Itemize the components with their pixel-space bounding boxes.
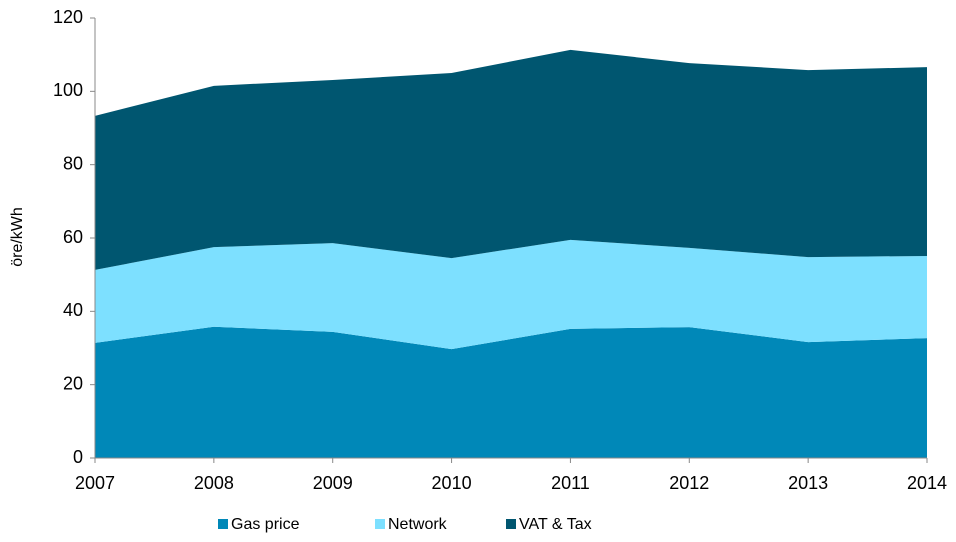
x-tick-label: 2007 xyxy=(75,473,115,493)
y-tick-label: 0 xyxy=(73,447,83,467)
y-tick-label: 40 xyxy=(63,300,83,320)
legend-label: VAT & Tax xyxy=(519,516,592,533)
y-axis-label: öre/kWh xyxy=(9,207,26,267)
legend-label: Gas price xyxy=(231,516,300,533)
y-tick-label: 20 xyxy=(63,373,83,393)
x-tick-label: 2013 xyxy=(788,473,828,493)
x-tick-label: 2008 xyxy=(194,473,234,493)
legend-label: Network xyxy=(388,516,448,533)
area xyxy=(95,49,927,270)
y-tick-label: 120 xyxy=(53,7,83,27)
x-tick-label: 2009 xyxy=(313,473,353,493)
x-tick-label: 2011 xyxy=(551,473,590,493)
x-tick-label: 2012 xyxy=(669,473,709,493)
y-tick-label: 80 xyxy=(63,153,83,173)
legend-swatch xyxy=(218,519,228,529)
legend: Gas price Network VAT & Tax xyxy=(218,516,592,533)
y-tick-label: 60 xyxy=(63,227,83,247)
area xyxy=(95,326,927,458)
legend-swatch xyxy=(375,519,385,529)
x-tick-label: 2010 xyxy=(432,473,472,493)
legend-swatch xyxy=(506,519,516,529)
y-tick-label: 100 xyxy=(53,80,83,100)
area xyxy=(95,239,927,350)
x-tick-label: 2014 xyxy=(907,473,947,493)
